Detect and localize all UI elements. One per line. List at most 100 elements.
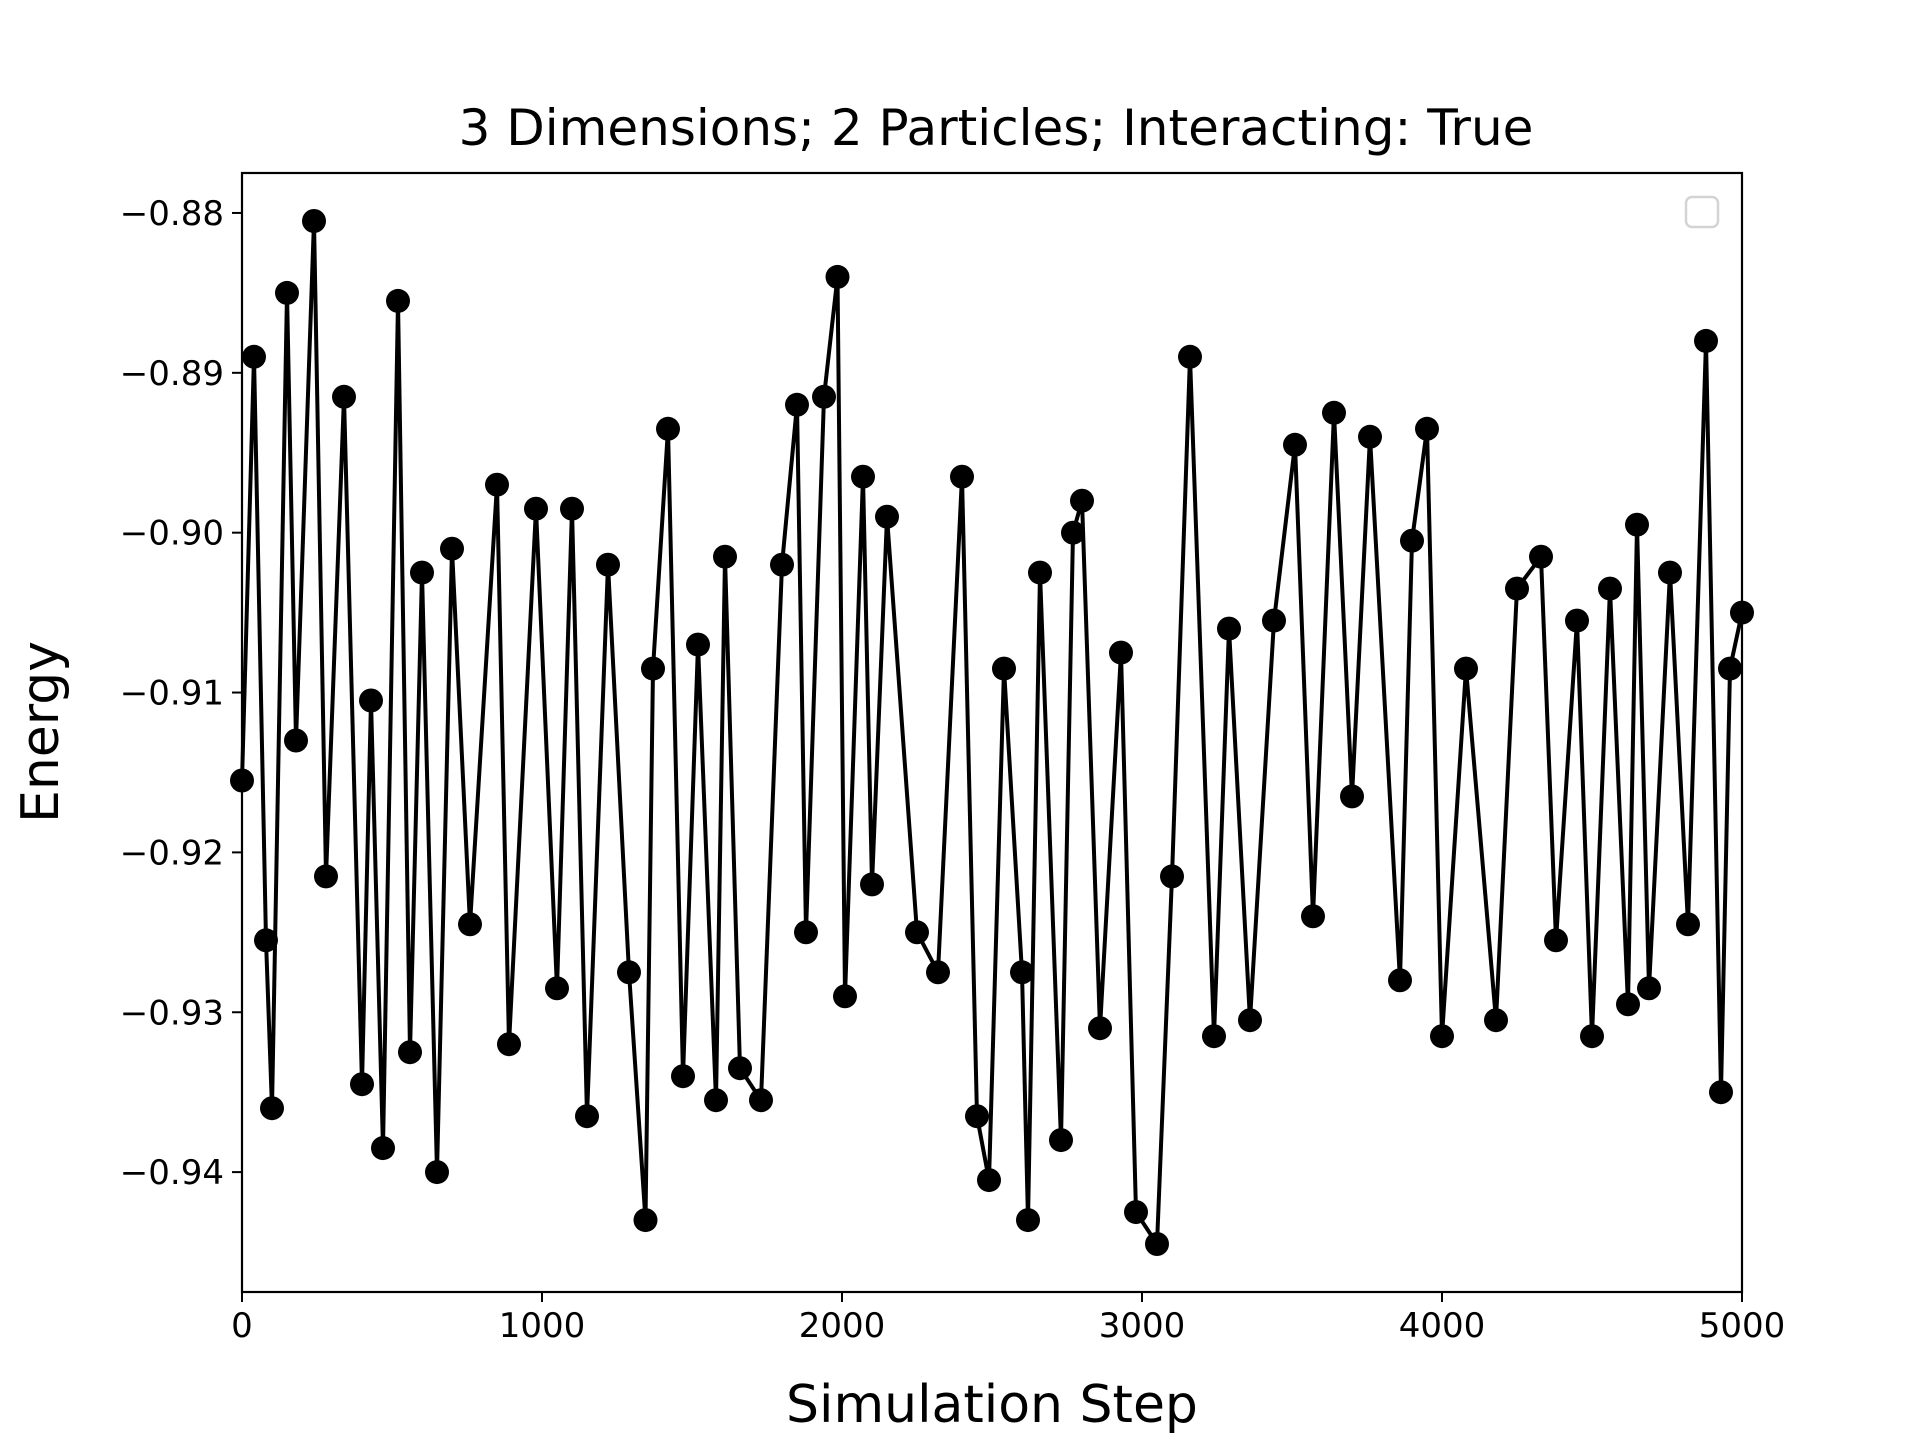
- data-point: [1145, 1232, 1169, 1256]
- data-point: [284, 728, 308, 753]
- data-point: [371, 1136, 395, 1161]
- data-point: [965, 1104, 989, 1129]
- data-point: [1616, 992, 1640, 1017]
- y-tick-label: −0.92: [120, 833, 224, 873]
- x-tick-label: 4000: [1399, 1306, 1486, 1346]
- data-point: [1676, 912, 1700, 937]
- data-point: [1388, 968, 1412, 993]
- data-point: [1217, 616, 1241, 641]
- data-point: [254, 928, 278, 953]
- data-point: [728, 1056, 752, 1081]
- data-point: [749, 1088, 773, 1113]
- data-point: [926, 960, 950, 985]
- x-tick-label: 1000: [499, 1306, 586, 1346]
- y-tick-label: −0.88: [120, 194, 224, 234]
- data-point: [833, 984, 857, 1009]
- data-point: [1028, 560, 1052, 585]
- data-point: [497, 1032, 521, 1057]
- data-point: [617, 960, 641, 985]
- y-tick-label: −0.90: [120, 514, 224, 554]
- data-point: [633, 1208, 658, 1233]
- data-point: [851, 464, 875, 489]
- data-point: [875, 504, 899, 529]
- data-point: [860, 872, 884, 897]
- data-point: [1283, 432, 1307, 457]
- x-tick-label: 3000: [1099, 1306, 1186, 1346]
- x-tick-label: 5000: [1699, 1306, 1786, 1346]
- data-point: [398, 1040, 422, 1065]
- data-point: [1565, 608, 1589, 633]
- data-point: [1709, 1080, 1733, 1105]
- data-point: [713, 544, 737, 569]
- data-point: [242, 344, 266, 369]
- data-point: [314, 864, 338, 889]
- y-tick-label: −0.91: [120, 674, 224, 714]
- data-point: [1016, 1208, 1040, 1233]
- data-point: [1505, 576, 1529, 601]
- data-point: [350, 1072, 374, 1097]
- data-point: [332, 384, 356, 409]
- data-point: [812, 384, 836, 409]
- data-point: [977, 1168, 1001, 1193]
- data-point: [1070, 488, 1094, 513]
- data-point: [1358, 424, 1382, 449]
- data-point: [1088, 1016, 1112, 1041]
- data-point: [524, 496, 548, 521]
- legend-box: [1684, 195, 1720, 229]
- data-point: [950, 464, 974, 489]
- x-axis-label: Simulation Step: [786, 1375, 1198, 1435]
- data-point: [1484, 1008, 1508, 1033]
- data-point: [575, 1104, 599, 1129]
- data-point: [596, 552, 620, 577]
- data-point: [1340, 784, 1364, 809]
- data-point: [1598, 576, 1622, 601]
- data-point: [671, 1064, 695, 1089]
- data-point: [458, 912, 482, 937]
- data-point: [1301, 904, 1325, 929]
- data-point: [560, 496, 584, 521]
- data-point: [1454, 656, 1478, 681]
- data-point: [440, 536, 464, 561]
- chart-title: 3 Dimensions; 2 Particles; Interacting: …: [459, 99, 1534, 157]
- x-tick-label: 0: [231, 1306, 253, 1346]
- data-point: [1529, 544, 1553, 569]
- data-point: [1178, 344, 1202, 369]
- data-point: [1262, 608, 1286, 633]
- data-point: [386, 288, 410, 313]
- data-point: [905, 920, 929, 945]
- data-point: [785, 392, 809, 417]
- data-point: [1061, 520, 1085, 545]
- data-point: [275, 280, 299, 305]
- series-line: [240, 219, 1744, 1246]
- data-point: [485, 472, 509, 497]
- data-point: [704, 1088, 728, 1113]
- data-point: [641, 656, 665, 681]
- data-point: [1124, 1200, 1148, 1225]
- data-point: [1322, 400, 1346, 425]
- data-point: [1160, 864, 1184, 889]
- plot-frame: [240, 171, 1744, 1294]
- data-point: [260, 1096, 284, 1121]
- y-axis-label: Energy: [11, 641, 71, 823]
- data-point: [410, 560, 434, 585]
- data-point: [425, 1160, 449, 1185]
- data-point: [302, 209, 326, 233]
- data-point: [1658, 560, 1682, 585]
- data-point: [686, 632, 710, 657]
- axes: 0 1000 2000 3000 4000 5000 −0.88 −0.89 −0.90 −0.9…: [120, 194, 1785, 1346]
- y-tick-label: −0.93: [120, 993, 224, 1033]
- data-point: [1694, 328, 1718, 353]
- data-point: [1625, 512, 1649, 537]
- data-point: [1109, 640, 1133, 665]
- data-point: [1010, 960, 1034, 985]
- x-tick-label: 2000: [799, 1306, 886, 1346]
- data-point: [1544, 928, 1568, 953]
- data-point: [1238, 1008, 1262, 1033]
- data-point: [794, 920, 818, 945]
- data-point: [1415, 416, 1439, 441]
- data-point: [1430, 1024, 1454, 1049]
- y-tick-label: −0.89: [120, 354, 224, 394]
- data-point: [359, 688, 383, 713]
